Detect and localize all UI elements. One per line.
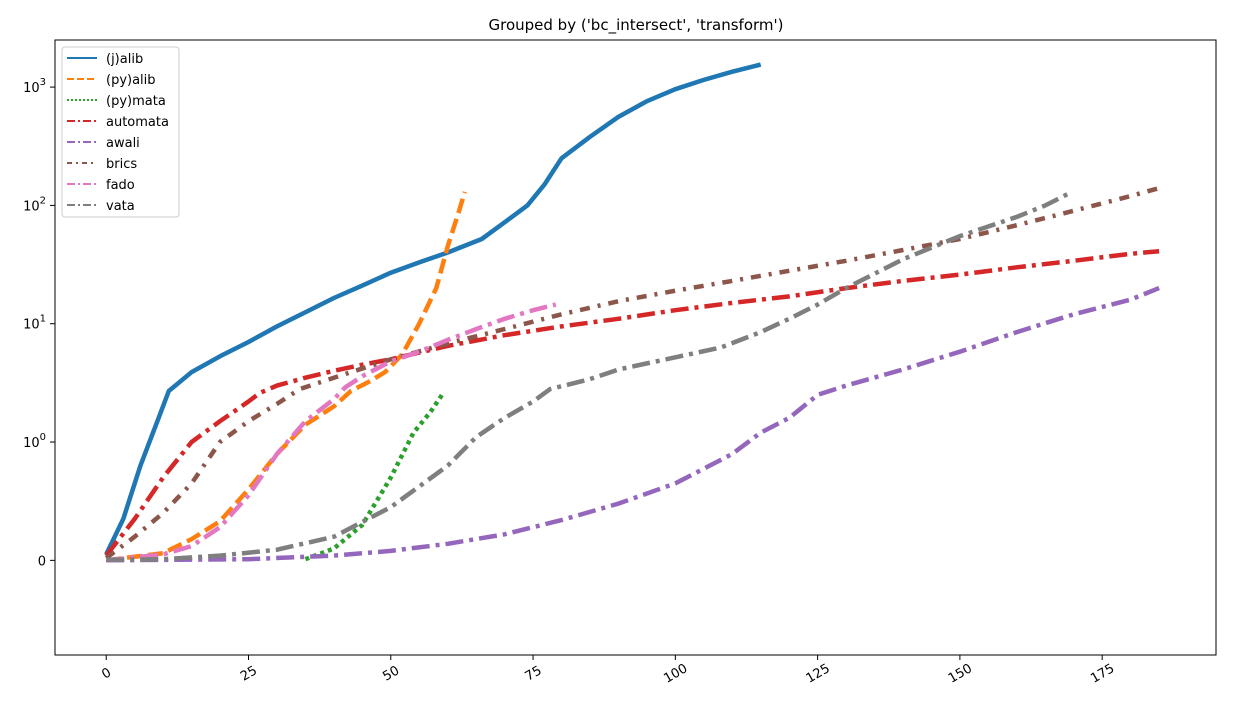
- series-line-7: [106, 191, 1070, 563]
- x-tick-label: 75: [523, 663, 545, 684]
- y-tick-label: 101: [23, 314, 46, 333]
- legend-box: [61, 46, 180, 218]
- series-line-3: [104, 248, 1160, 557]
- y-tick-label: 0: [38, 554, 46, 569]
- y-tick-label: 103: [23, 77, 46, 96]
- series-line-5: [104, 185, 1160, 560]
- series-line-0: [104, 62, 762, 556]
- legend-label: automata: [106, 115, 169, 130]
- plot-frame: [54, 39, 1217, 656]
- legend-label: (j)alib: [106, 52, 143, 67]
- series-line-6: [105, 302, 557, 563]
- legend-label: awali: [106, 136, 140, 151]
- legend: (j)alib (py)alib (py)mata automata awali bric…: [61, 46, 180, 218]
- legend-label: brics: [106, 157, 137, 172]
- series-line-1: [105, 191, 467, 563]
- legend-label: (py)mata: [106, 94, 166, 109]
- x-tick-label: 25: [238, 663, 260, 684]
- series-line-4: [106, 286, 1160, 563]
- chart-title: Grouped by ('bc_intersect', 'transform'): [488, 16, 783, 35]
- series-layer: [104, 62, 1160, 563]
- legend-label: vata: [106, 199, 135, 214]
- legend-label: (py)alib: [106, 73, 156, 88]
- y-tick-label: 102: [23, 195, 46, 214]
- series-line-2: [304, 393, 444, 562]
- y-tick-label: 100: [23, 432, 46, 451]
- x-tick-label: 50: [380, 663, 402, 684]
- legend-label: fado: [106, 178, 135, 193]
